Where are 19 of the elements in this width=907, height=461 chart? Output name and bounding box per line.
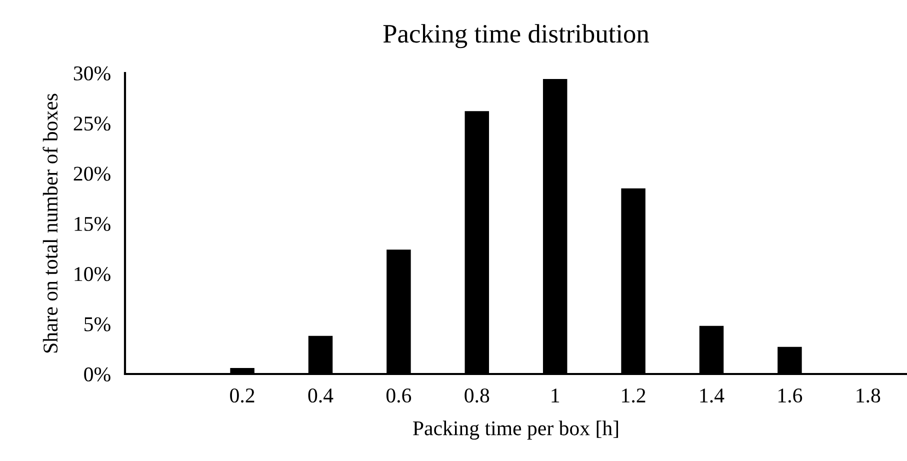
y-tick-label: 25% [74, 116, 110, 131]
x-tick-label: 0.6 [386, 388, 412, 403]
y-tick-label: 10% [74, 267, 110, 282]
x-axis-title: Packing time per box [h] [413, 420, 618, 440]
chart-title: Packing time distribution [383, 24, 649, 48]
y-tick-label: 15% [74, 216, 110, 231]
y-tick-label: 5% [84, 317, 110, 332]
y-axis-title: Share on total number of boxes [42, 94, 58, 353]
x-tick-label: 0.4 [308, 388, 334, 403]
y-tick-label: 30% [74, 66, 110, 80]
x-tick-label: 1.8 [856, 388, 880, 403]
y-tick-label: 20% [74, 166, 110, 181]
x-tick-label: 1.4 [700, 388, 724, 403]
x-tick-label: 1 [552, 388, 560, 402]
x-tick-label: 1.6 [778, 388, 802, 403]
x-tick-label: 1.2 [622, 388, 646, 403]
x-tick-label: 0.2 [230, 388, 254, 403]
y-tick-label: 0% [84, 367, 110, 382]
x-tick-label: 0.8 [464, 388, 490, 403]
